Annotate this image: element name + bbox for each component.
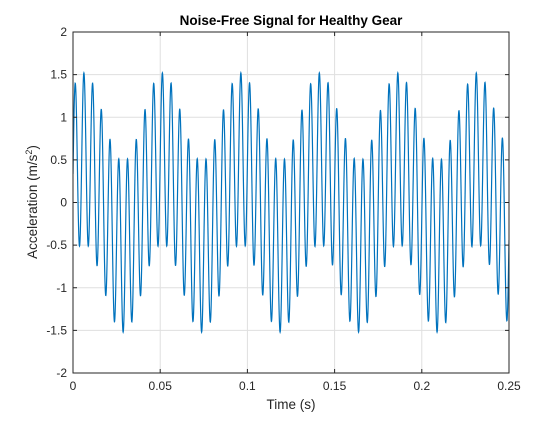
y-tick-label: 0.5 [50,153,67,167]
y-tick-labels: -2 -1.5 -1 -0.5 0 0.5 1 1.5 2 [46,25,67,380]
x-tick-label: 0.2 [413,379,430,393]
x-tick-label: 0.1 [239,379,256,393]
y-axis-label-superscript: 2 [24,150,34,155]
series-layer [73,70,509,335]
y-tick-label: -2 [56,366,67,380]
x-tick-label: 0 [70,379,77,393]
y-tick-label: -1.5 [46,323,67,337]
y-tick-label: 1 [60,110,67,124]
axes [72,31,510,374]
series-line [73,70,509,335]
chart-title: Noise-Free Signal for Healthy Gear [180,13,404,28]
y-tick-label: 2 [60,25,67,39]
x-tick-label: 0.05 [149,379,173,393]
x-tick-label: 0.25 [497,379,521,393]
y-tick-label: -0.5 [46,238,67,252]
x-tick-label: 0.15 [323,379,347,393]
y-tick-label: 0 [60,196,67,210]
y-axis-label-suffix: ) [25,145,40,150]
y-axis-label-text: Acceleration (m/s [25,154,40,259]
x-tick-labels: 0 0.05 0.1 0.15 0.2 0.25 [70,379,521,393]
y-axis-label: Acceleration (m/s2) [24,145,40,259]
y-tick-label: 1.5 [50,68,67,82]
x-axis-label: Time (s) [267,397,316,412]
y-tick-label: -1 [56,281,67,295]
